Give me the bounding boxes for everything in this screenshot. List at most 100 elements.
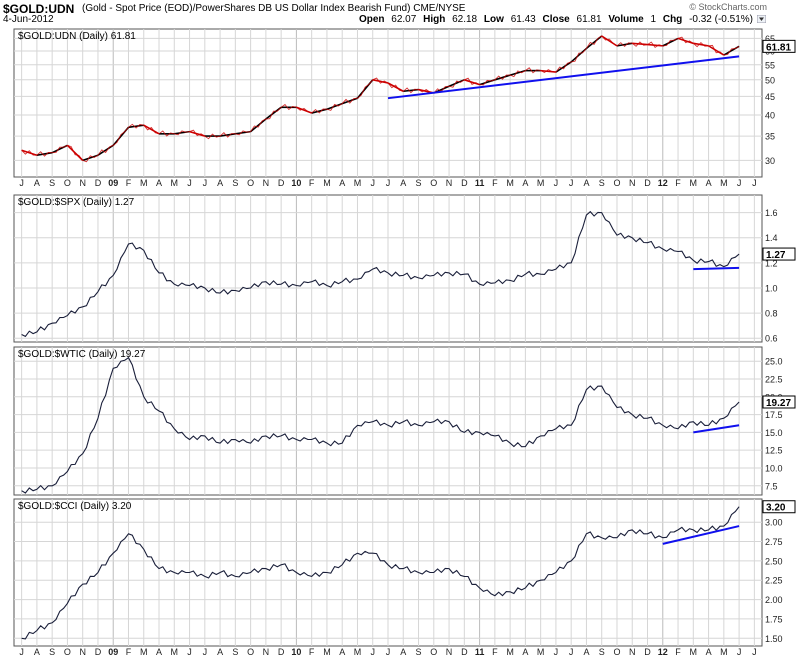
x-tick-label: F	[309, 647, 315, 657]
last-value-label: 3.20	[766, 503, 786, 514]
x-tick-label: O	[247, 178, 254, 188]
x-tick-label: A	[400, 178, 406, 188]
last-value-box	[762, 395, 796, 409]
price-segment	[82, 154, 99, 162]
last-value-label: 61.81	[766, 42, 791, 53]
volume-value: 1	[650, 14, 657, 25]
x-tick-label: O	[64, 178, 71, 188]
x-tick-label: A	[522, 178, 528, 188]
x-tick-label: M	[690, 178, 698, 188]
last-value-box	[762, 247, 796, 261]
x-tick-label: 10	[291, 647, 301, 657]
price-segment	[326, 102, 343, 110]
price-segment	[632, 42, 648, 46]
x-tick-label: 10	[291, 178, 301, 188]
y-tick-label: 1.75	[765, 614, 783, 624]
x-tick-label: S	[49, 647, 55, 657]
price-segment	[341, 97, 358, 105]
panel-title: $GOLD:UDN (Daily) 61.81	[18, 31, 136, 42]
trendline	[662, 525, 740, 545]
x-tick-label: S	[599, 647, 605, 657]
chart-menu-icon[interactable]	[757, 15, 766, 23]
y-tick-label: 35	[765, 132, 775, 142]
price-segment	[97, 144, 114, 156]
y-tick-label: 2.25	[765, 576, 783, 586]
x-tick-label: S	[232, 647, 238, 657]
x-tick-label: A	[706, 178, 712, 188]
price-segment	[372, 79, 389, 84]
y-tick-label: 2.50	[765, 556, 783, 566]
price-segment	[647, 43, 663, 47]
x-tick-label: D	[461, 178, 468, 188]
x-tick-label: J	[187, 647, 192, 657]
price-segment	[250, 118, 267, 133]
last-value-label: 1.27	[766, 250, 786, 261]
quote-date: 4-Jun-2012	[3, 14, 54, 25]
panel-title: $GOLD:$WTIC (Daily) 19.27	[18, 349, 146, 360]
x-tick-label: J	[569, 178, 574, 188]
x-tick-label: S	[416, 647, 422, 657]
x-tick-label: M	[323, 178, 331, 188]
x-tick-label: J	[187, 178, 192, 188]
x-tick-label: A	[706, 647, 712, 657]
open-label: Open	[358, 14, 385, 25]
x-tick-label: F	[675, 647, 681, 657]
x-tick-label: M	[690, 647, 698, 657]
chg-label: Chg	[662, 14, 683, 25]
price-segment	[585, 35, 603, 50]
price-segment	[693, 42, 709, 47]
x-tick-label: F	[492, 647, 498, 657]
last-value-box	[762, 500, 796, 514]
ratio-line	[21, 506, 740, 640]
x-tick-label: J	[203, 178, 208, 188]
y-tick-label: 0.6	[765, 334, 778, 344]
y-tick-label: 1.0	[765, 283, 778, 293]
price-segment	[21, 149, 38, 156]
x-tick-label: J	[386, 178, 391, 188]
x-tick-label: N	[79, 647, 86, 657]
x-tick-label: A	[217, 647, 223, 657]
x-tick-label: M	[506, 178, 514, 188]
price-segment	[128, 124, 144, 129]
x-tick-label: A	[522, 647, 528, 657]
y-tick-label: 3.00	[765, 518, 783, 528]
x-tick-label: M	[323, 647, 331, 657]
y-tick-label: 7.5	[765, 481, 778, 491]
x-tick-label: O	[613, 647, 620, 657]
x-tick-label: D	[644, 647, 651, 657]
x-tick-label: D	[95, 647, 102, 657]
x-tick-label: A	[34, 647, 40, 657]
open-value: 62.07	[391, 14, 417, 25]
last-value-label: 19.27	[766, 398, 791, 409]
x-tick-label: M	[506, 647, 514, 657]
volume-label: Volume	[608, 14, 644, 25]
price-segment	[509, 69, 526, 76]
x-tick-label: O	[247, 647, 254, 657]
x-tick-label: F	[675, 178, 681, 188]
x-tick-label: J	[752, 178, 757, 188]
x-tick-label: N	[263, 647, 270, 657]
price-segment	[494, 74, 511, 81]
x-tick-label: M	[171, 178, 179, 188]
y-tick-label: 15.0	[765, 428, 783, 438]
x-tick-label: 11	[475, 178, 485, 188]
x-tick-label: S	[599, 178, 605, 188]
x-tick-label: M	[354, 647, 362, 657]
price-segment	[448, 79, 465, 87]
x-tick-label: D	[278, 178, 285, 188]
x-tick-label: J	[370, 178, 375, 188]
trendline	[693, 266, 740, 271]
y-tick-label: 17.5	[765, 410, 783, 420]
x-tick-label: J	[752, 647, 757, 657]
panel-title: $GOLD:$CCI (Daily) 3.20	[18, 501, 132, 512]
x-tick-label: M	[140, 647, 148, 657]
y-tick-label: 65	[765, 34, 775, 44]
x-tick-label: M	[171, 647, 179, 657]
x-tick-label: F	[309, 178, 315, 188]
x-tick-label: A	[400, 647, 406, 657]
price-line-detail	[21, 35, 740, 163]
x-tick-label: 09	[108, 647, 118, 657]
y-tick-label: 45	[765, 92, 775, 102]
price-segment	[677, 37, 694, 45]
y-tick-label: 1.2	[765, 258, 778, 268]
